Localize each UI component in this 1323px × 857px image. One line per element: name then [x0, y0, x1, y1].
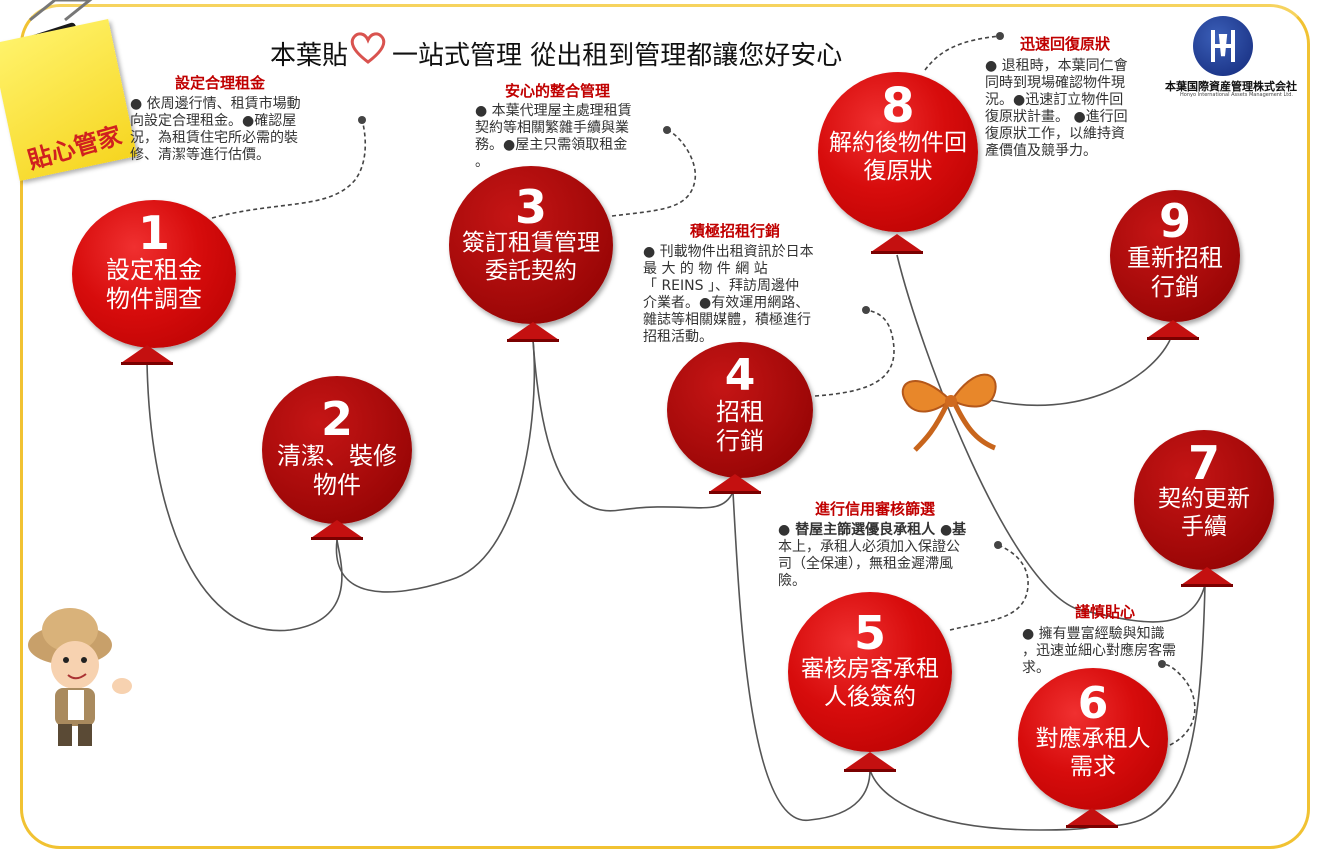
step-knot-7	[1181, 567, 1233, 587]
page-title-part2: 一站式管理 從出租到管理都讓您好安心	[392, 41, 843, 71]
page-title-part1: 本葉貼	[270, 41, 349, 71]
callout-text-4: ● 刊載物件出租資訊於日本最 大 的 物 件 網 站「 REINS 」、拜訪周邊…	[643, 244, 814, 345]
step-balloon-2: 2 清潔、裝修 物件	[262, 376, 412, 524]
page-title: 本葉貼 一站式管理 從出租到管理都讓您好安心	[270, 30, 842, 72]
company-name: 本葉国際資産管理株式会社	[1165, 80, 1297, 93]
step-balloon-7: 7 契約更新 手續	[1134, 430, 1274, 570]
step-balloon-8: 8 解約後物件回 復原狀	[818, 72, 978, 232]
step-knot-4	[709, 474, 761, 494]
company-logo-icon	[1193, 16, 1253, 76]
callout-text-8: ● 退租時，本葉同仁會 同時到現場確認物件現 況。●迅速訂立物件回 復原狀計畫。 ●進…	[985, 58, 1128, 159]
step-knot-9	[1147, 320, 1199, 340]
ribbon-bow-icon	[901, 373, 997, 452]
step-knot-3	[507, 322, 559, 342]
callout-heading-4: 積極招租行銷	[690, 222, 781, 240]
callout-text-5: ● 替屋主篩選優良承租人 ●基 本上，承租人必須加入保證公 司（全保連），無租金遲滯…	[778, 522, 967, 589]
step-balloon-3: 3 簽訂租賃管理 委託契約	[449, 166, 613, 324]
page-frame	[20, 4, 1310, 849]
step-balloon-1: 1 設定租金 物件調查	[72, 200, 236, 348]
step-balloon-9: 9 重新招租 行銷	[1110, 190, 1240, 322]
callout-heading-6: 謹慎貼心	[1075, 603, 1136, 621]
step-balloon-4: 4 招租 行銷	[667, 342, 813, 478]
step-knot-6	[1066, 808, 1118, 828]
callout-heading-5: 進行信用審核篩選	[815, 500, 936, 518]
step-knot-2	[311, 520, 363, 540]
company-name-en: Honyo International Assets Management Lt…	[1180, 92, 1293, 98]
callout-heading-1: 設定合理租金	[175, 74, 266, 92]
callout-heading-8: 迅速回復原狀	[1020, 35, 1111, 53]
step-balloon-6: 6 對應承租人 需求	[1018, 668, 1168, 810]
step-balloon-5: 5 審核房客承租 人後簽約	[788, 592, 952, 752]
step-knot-8	[871, 234, 923, 254]
guide-character-icon	[28, 608, 132, 746]
heart-icon	[348, 30, 392, 71]
step-knot-5	[844, 752, 896, 772]
callout-text-3: ● 本葉代理屋主處理租賃 契約等相關繁雜手續與業 務。●屋主只需領取租金。	[475, 103, 632, 170]
callout-text-6: ● 擁有豐富經驗與知識 ，迅速並細心對應房客需 求。	[1022, 626, 1176, 676]
callout-heading-3: 安心的整合管理	[505, 82, 611, 100]
callout-text-1: ● 依周邊行情、租賃市場動 向設定合理租金。●確認屋 況，為租賃住宅所必需的裝 修、清…	[130, 96, 301, 163]
step-knot-1	[121, 345, 173, 365]
